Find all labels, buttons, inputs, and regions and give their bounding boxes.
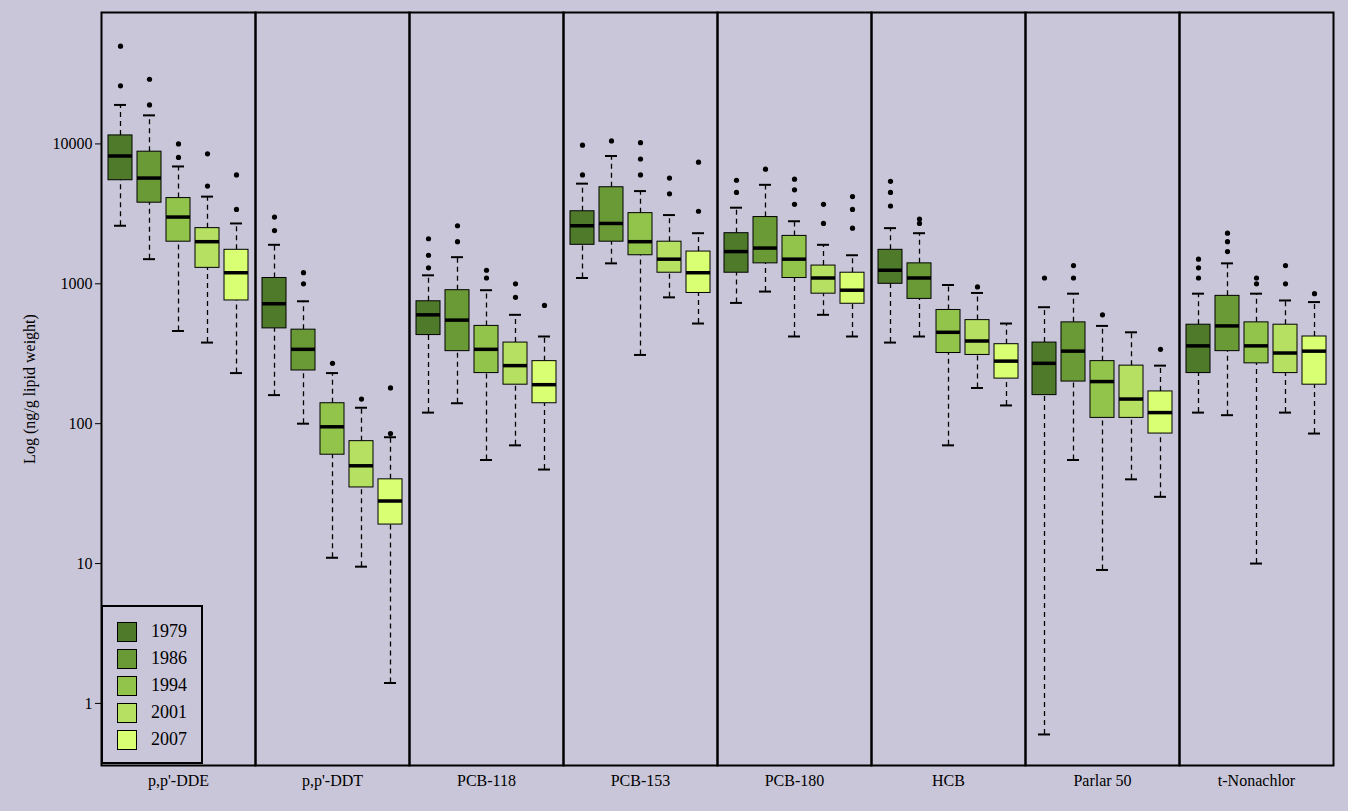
svg-text:HCB: HCB xyxy=(932,772,965,789)
html-text:1994: 1994 xyxy=(151,675,187,695)
svg-text:1000: 1000 xyxy=(61,275,93,292)
svg-text:10: 10 xyxy=(77,555,93,572)
svg-text:100: 100 xyxy=(69,415,93,432)
svg-text:PCB-180: PCB-180 xyxy=(765,772,825,789)
html-text:2001: 2001 xyxy=(151,702,187,722)
svg-text:Parlar 50: Parlar 50 xyxy=(1073,772,1131,789)
svg-text:p,p'-DDE: p,p'-DDE xyxy=(148,772,209,790)
svg-text:PCB-118: PCB-118 xyxy=(457,772,516,789)
svg-text:t-Nonachlor: t-Nonachlor xyxy=(1218,772,1296,789)
svg-text:10000: 10000 xyxy=(53,135,93,152)
svg-text:1: 1 xyxy=(85,695,93,712)
html-text:2007: 2007 xyxy=(151,729,187,749)
svg-text:Log (ng/g lipid weight): Log (ng/g lipid weight) xyxy=(21,314,39,464)
svg-text:PCB-153: PCB-153 xyxy=(611,772,671,789)
html-text:1986: 1986 xyxy=(151,648,187,668)
html-text:1979: 1979 xyxy=(151,621,187,641)
svg-text:p,p'-DDT: p,p'-DDT xyxy=(302,772,363,790)
